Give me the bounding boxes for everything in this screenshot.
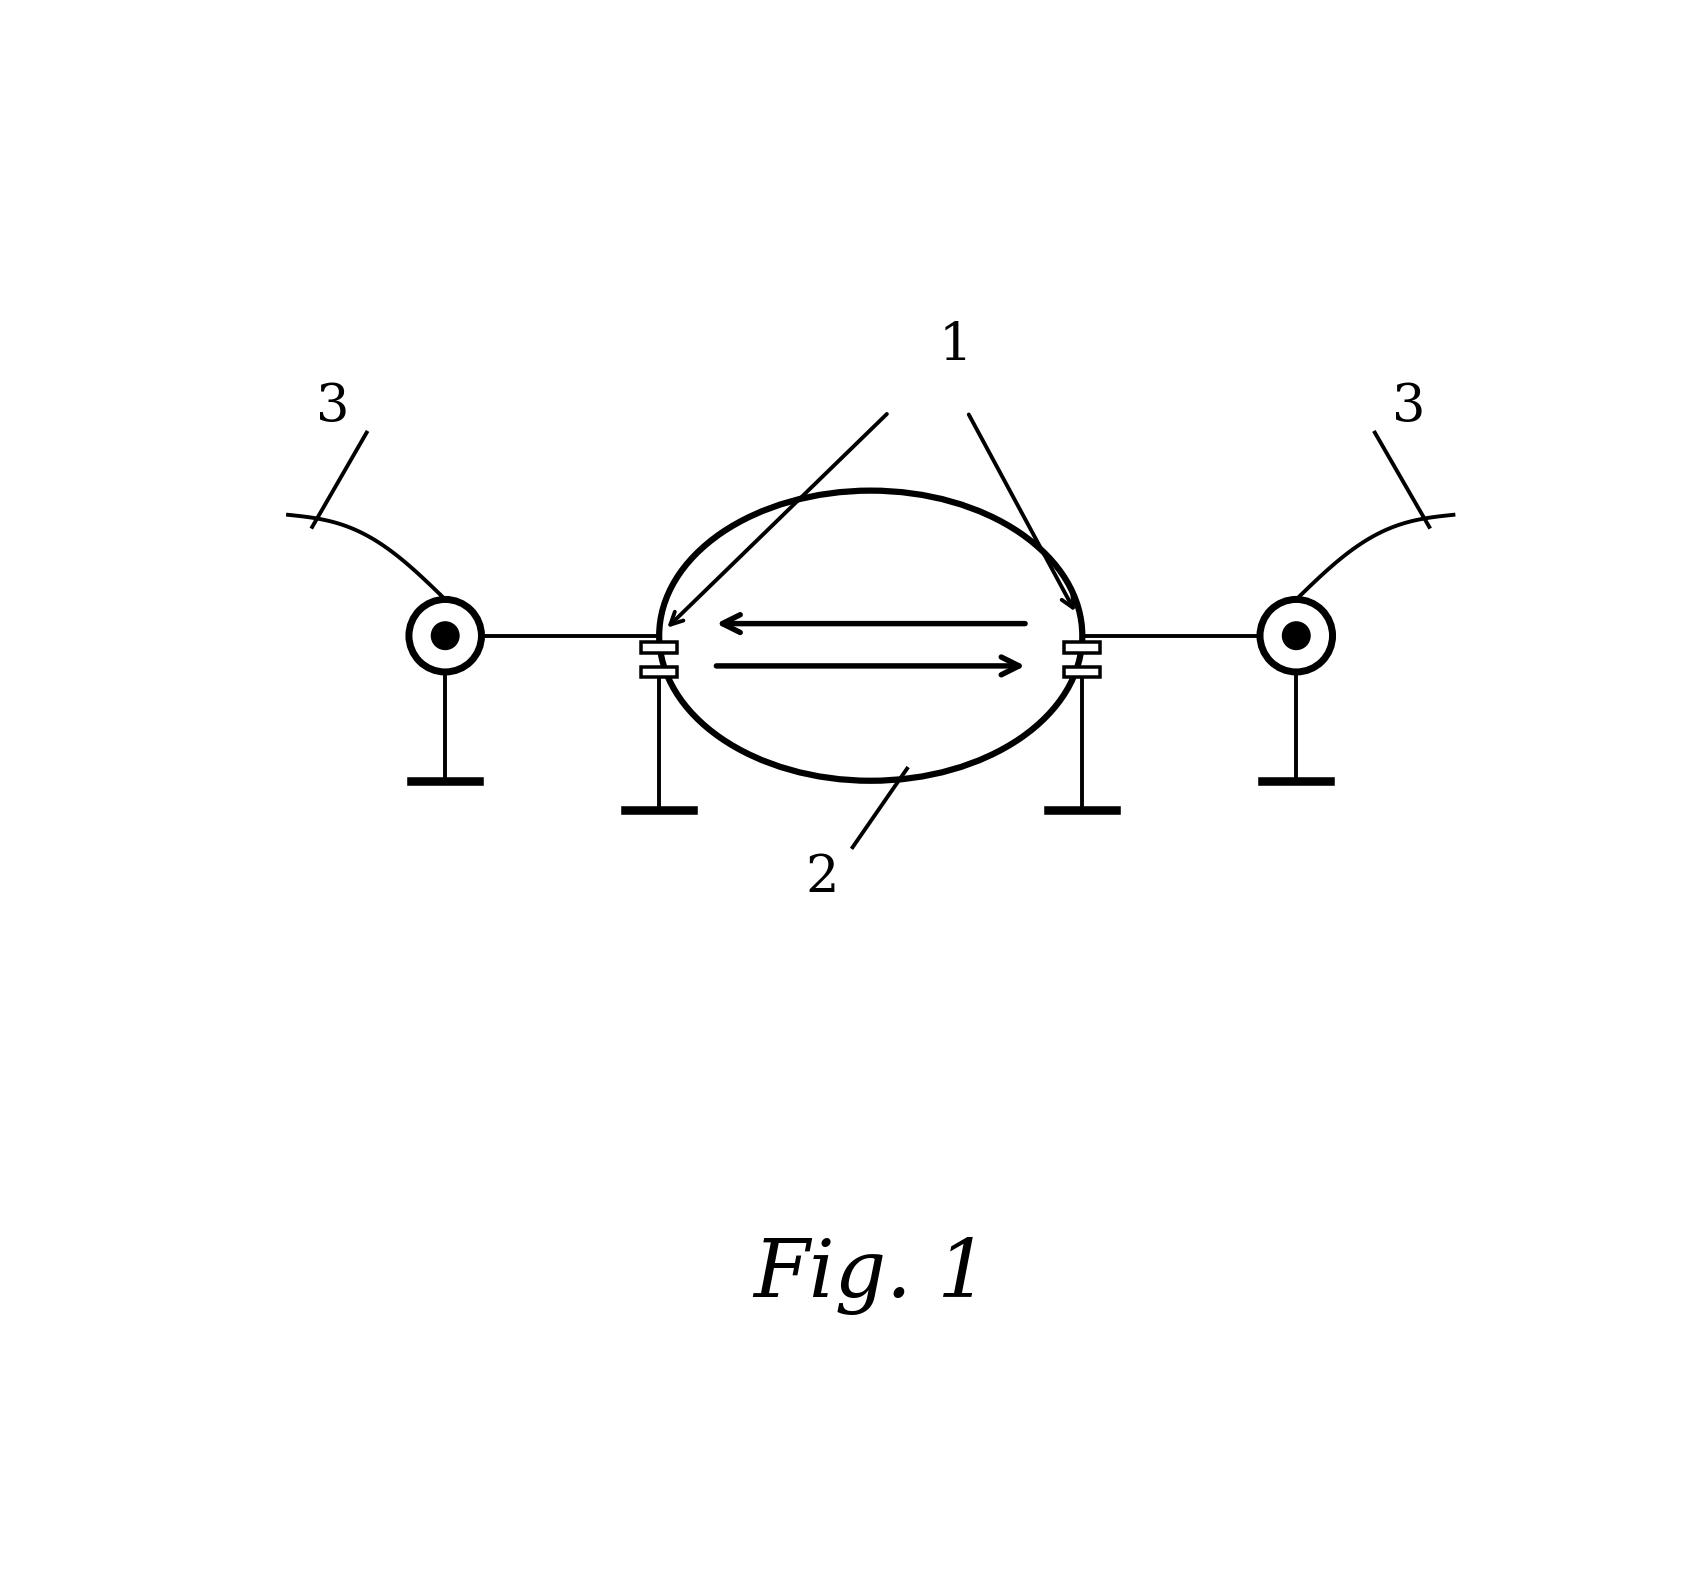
Bar	[640, 667, 678, 677]
Bar	[1063, 642, 1100, 653]
Bar	[640, 642, 678, 653]
Circle shape	[1260, 600, 1331, 672]
Bar	[1063, 667, 1100, 677]
Circle shape	[431, 622, 458, 650]
Text: 2: 2	[805, 853, 839, 903]
Ellipse shape	[659, 490, 1082, 780]
Text: 3: 3	[1391, 380, 1425, 432]
Text: 3: 3	[316, 380, 350, 432]
Text: 1: 1	[937, 320, 971, 371]
Circle shape	[409, 600, 481, 672]
Circle shape	[1282, 622, 1309, 650]
Text: Fig. 1: Fig. 1	[752, 1237, 988, 1316]
